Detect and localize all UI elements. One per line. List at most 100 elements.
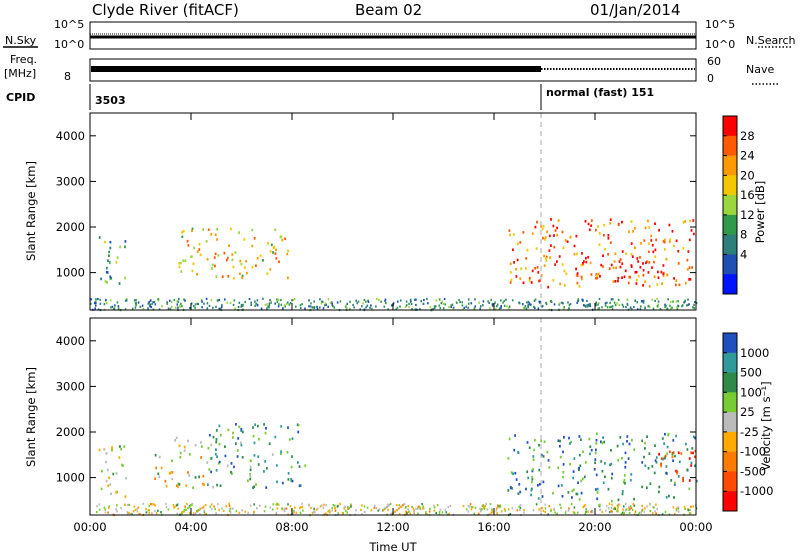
velocity-data-cell bbox=[375, 507, 378, 510]
power-data-cell bbox=[559, 302, 561, 305]
power-data-cell bbox=[443, 297, 446, 301]
velocity-data-cell bbox=[108, 505, 111, 508]
power-data-cell bbox=[624, 269, 627, 273]
velocity-colorbar-frame bbox=[722, 332, 738, 512]
velocity-data-cell bbox=[218, 424, 221, 428]
power-data-cell bbox=[527, 304, 529, 307]
power-data-cell bbox=[688, 303, 690, 306]
power-data-cell bbox=[528, 277, 531, 280]
velocity-data-cell bbox=[608, 511, 611, 514]
power-data-cell bbox=[671, 306, 673, 309]
power-data-cell bbox=[119, 245, 122, 249]
power-data-cell bbox=[248, 297, 251, 301]
power-data-cell bbox=[157, 298, 160, 301]
velocity-xtick-label: 00:00 bbox=[73, 520, 106, 534]
velocity-colorbar-label: 1000 bbox=[740, 346, 769, 360]
velocity-data-cell bbox=[230, 462, 233, 465]
power-data-cell bbox=[612, 298, 614, 301]
power-colorbar-segment bbox=[723, 135, 737, 157]
velocity-data-cell bbox=[589, 452, 591, 456]
power-data-cell bbox=[442, 307, 445, 310]
power-data-cell bbox=[387, 308, 389, 311]
power-data-cell bbox=[482, 300, 485, 303]
velocity-data-cell bbox=[513, 448, 516, 452]
velocity-data-cell bbox=[322, 506, 325, 509]
power-data-cell bbox=[546, 230, 548, 234]
velocity-data-cell bbox=[559, 503, 561, 506]
power-data-cell bbox=[450, 305, 452, 308]
power-data-cell bbox=[456, 301, 458, 304]
velocity-data-cell bbox=[177, 507, 180, 510]
velocity-data-cell bbox=[257, 424, 259, 428]
power-data-cell bbox=[621, 220, 623, 224]
velocity-data-cell bbox=[467, 510, 470, 513]
velocity-data-cell bbox=[207, 483, 209, 486]
power-data-cell bbox=[647, 304, 650, 307]
power-data-cell bbox=[109, 246, 112, 250]
power-data-cell bbox=[256, 303, 259, 306]
power-data-cell bbox=[390, 304, 393, 307]
power-data-cell bbox=[598, 302, 600, 305]
velocity-data-cell bbox=[263, 510, 266, 513]
velocity-data-cell bbox=[623, 505, 625, 508]
power-data-cell bbox=[629, 306, 632, 309]
power-data-cell bbox=[359, 308, 361, 311]
power-data-cell bbox=[105, 270, 108, 274]
velocity-data-cell bbox=[171, 477, 174, 481]
velocity-data-cell bbox=[111, 448, 113, 452]
power-data-cell bbox=[273, 245, 276, 249]
power-data-cell bbox=[610, 298, 613, 301]
velocity-data-cell bbox=[157, 509, 159, 512]
power-data-cell bbox=[149, 299, 152, 302]
power-data-cell bbox=[558, 255, 561, 258]
power-data-cell bbox=[214, 264, 216, 268]
power-data-cell bbox=[131, 307, 134, 310]
power-data-cell bbox=[665, 257, 668, 261]
velocity-data-cell bbox=[206, 461, 209, 464]
power-data-cell bbox=[288, 303, 291, 306]
velocity-data-cell bbox=[692, 435, 695, 439]
velocity-data-cell bbox=[582, 450, 584, 454]
velocity-colorbar-segment bbox=[723, 392, 737, 413]
velocity-data-cell bbox=[531, 480, 533, 484]
power-data-cell bbox=[536, 220, 538, 224]
velocity-data-cell bbox=[673, 483, 676, 486]
power-data-cell bbox=[675, 239, 678, 243]
power-data-cell bbox=[619, 258, 622, 261]
power-data-cell bbox=[124, 299, 127, 302]
velocity-data-cell bbox=[332, 504, 335, 507]
velocity-data-cell bbox=[104, 511, 107, 514]
velocity-data-cell bbox=[541, 495, 544, 498]
power-data-cell bbox=[656, 297, 658, 300]
velocity-data-cell bbox=[655, 461, 658, 464]
velocity-data-cell bbox=[329, 511, 331, 514]
velocity-data-cell bbox=[627, 457, 630, 460]
power-data-cell bbox=[231, 258, 234, 262]
velocity-data-cell bbox=[249, 504, 252, 507]
velocity-data-cell bbox=[690, 505, 692, 508]
power-data-cell bbox=[688, 238, 691, 242]
power-data-cell bbox=[575, 274, 578, 277]
velocity-data-cell bbox=[656, 507, 658, 511]
power-data-cell bbox=[221, 304, 223, 307]
power-data-cell bbox=[474, 305, 477, 308]
velocity-data-cell bbox=[449, 504, 452, 507]
velocity-data-cell bbox=[658, 490, 660, 494]
power-data-cell bbox=[459, 300, 461, 303]
power-data-cell bbox=[500, 299, 502, 302]
velocity-data-cell bbox=[695, 479, 698, 483]
power-data-cell bbox=[584, 305, 587, 308]
power-data-cell bbox=[670, 307, 672, 310]
power-data-cell bbox=[608, 267, 611, 270]
velocity-data-cell bbox=[241, 509, 243, 512]
power-data-cell bbox=[647, 242, 650, 245]
power-data-cell bbox=[669, 304, 671, 307]
velocity-data-cell bbox=[120, 507, 122, 510]
power-data-cell bbox=[654, 299, 656, 302]
velocity-data-cell bbox=[226, 464, 229, 468]
velocity-data-cell bbox=[672, 439, 675, 442]
velocity-data-cell bbox=[483, 506, 486, 509]
velocity-data-cell bbox=[108, 476, 110, 480]
velocity-data-cell bbox=[188, 506, 191, 509]
power-data-cell bbox=[299, 306, 302, 310]
